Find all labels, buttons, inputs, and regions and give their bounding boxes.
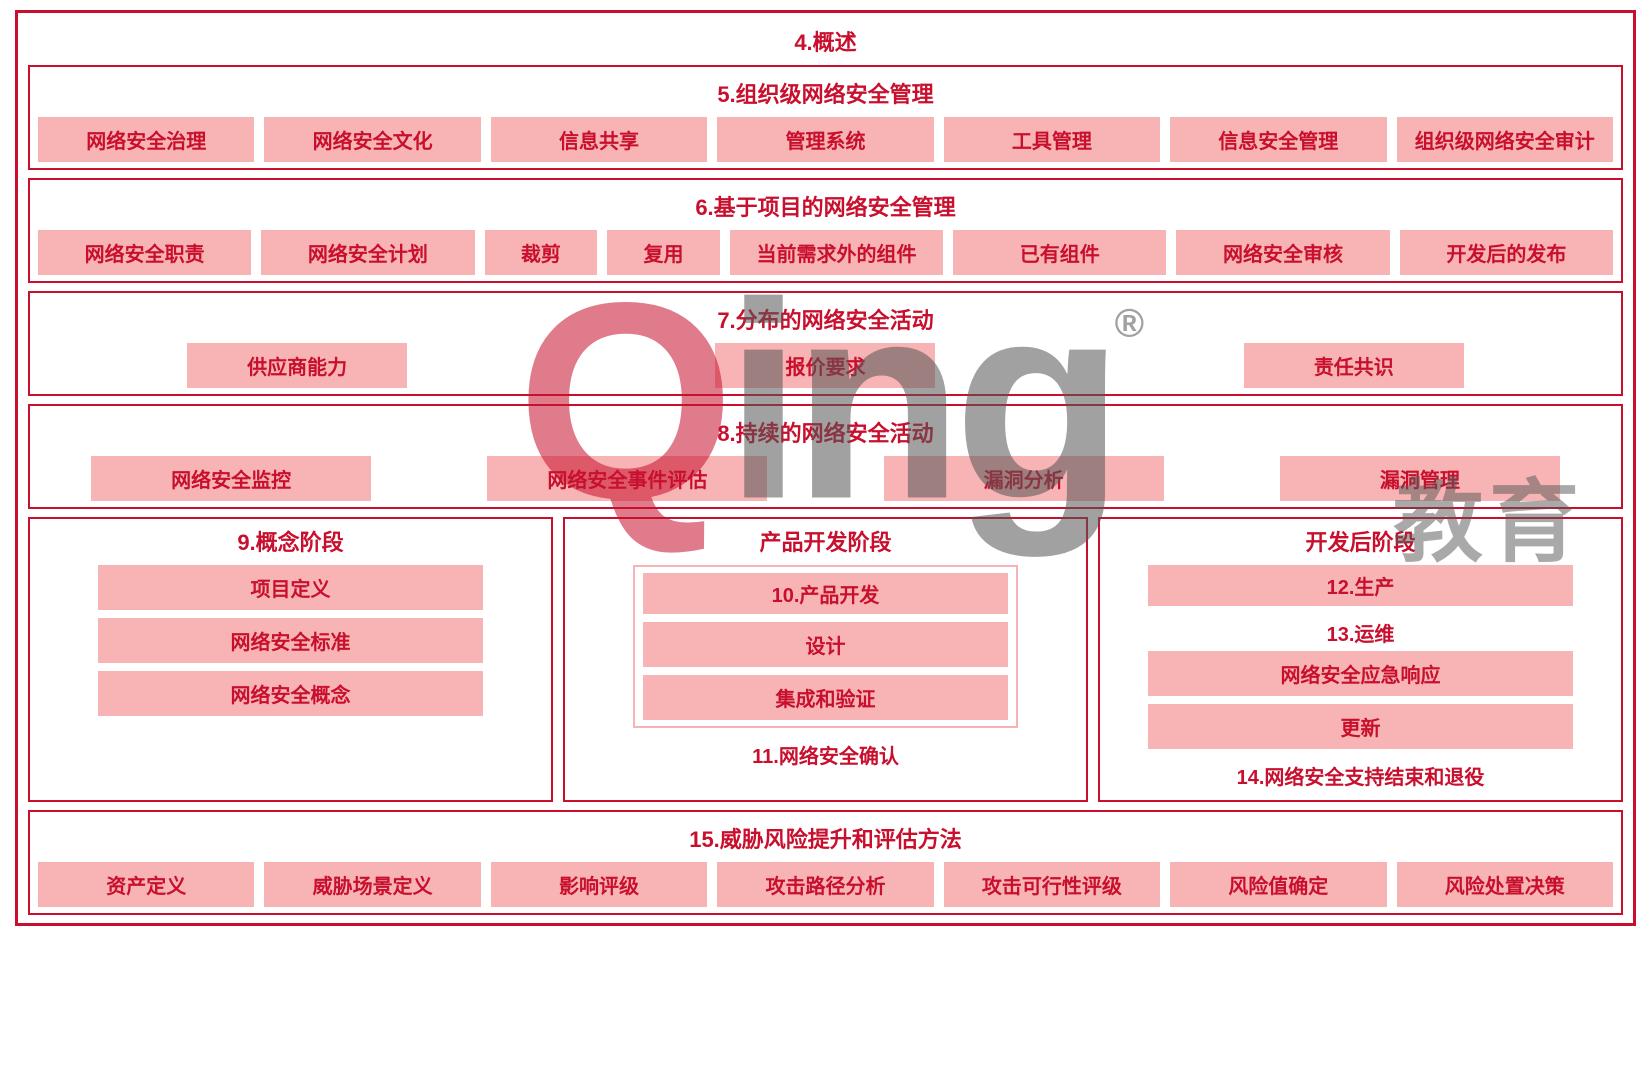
- box: 资产定义: [38, 862, 254, 907]
- title-10: 10.产品开发: [643, 573, 1008, 614]
- box: 信息安全管理: [1170, 117, 1386, 162]
- group-13: 13.运维 网络安全应急响应 更新: [1148, 614, 1573, 749]
- row-5: 网络安全治理 网络安全文化 信息共享 管理系统 工具管理 信息安全管理 组织级网…: [38, 117, 1613, 162]
- phase-post: 开发后阶段 12.生产 13.运维 网络安全应急响应 更新 14.网络安全支持结…: [1098, 517, 1623, 802]
- title-post: 开发后阶段: [1108, 525, 1613, 557]
- box: 威胁场景定义: [264, 862, 480, 907]
- section-6: 6.基于项目的网络安全管理 网络安全职责 网络安全计划 裁剪 复用 当前需求外的…: [28, 178, 1623, 283]
- box: 漏洞分析: [884, 456, 1164, 501]
- title-13: 13.运维: [1148, 614, 1573, 651]
- label-12: 12.生产: [1148, 565, 1573, 606]
- box: 裁剪: [485, 230, 598, 275]
- diagram-root: 4.概述 5.组织级网络安全管理 网络安全治理 网络安全文化 信息共享 管理系统…: [15, 10, 1636, 926]
- box: 当前需求外的组件: [730, 230, 943, 275]
- box: 网络安全应急响应: [1148, 651, 1573, 696]
- box: 更新: [1148, 704, 1573, 749]
- section-8: 8.持续的网络安全活动 网络安全监控 网络安全事件评估 漏洞分析 漏洞管理: [28, 404, 1623, 509]
- box: 攻击可行性评级: [944, 862, 1160, 907]
- title-4: 4.概述: [28, 25, 1623, 57]
- title-9: 9.概念阶段: [38, 525, 543, 557]
- phase-concept: 9.概念阶段 项目定义 网络安全标准 网络安全概念: [28, 517, 553, 802]
- box: 设计: [643, 622, 1008, 667]
- box: 攻击路径分析: [717, 862, 933, 907]
- phase-development: 产品开发阶段 10.产品开发 设计 集成和验证 11.网络安全确认: [563, 517, 1088, 802]
- box: 工具管理: [944, 117, 1160, 162]
- row-8: 网络安全监控 网络安全事件评估 漏洞分析 漏洞管理: [38, 456, 1613, 501]
- box: 供应商能力: [187, 343, 407, 388]
- row-7: 供应商能力 报价要求 责任共识: [38, 343, 1613, 388]
- box: 管理系统: [717, 117, 933, 162]
- box: 网络安全监控: [91, 456, 371, 501]
- title-dev: 产品开发阶段: [573, 525, 1078, 557]
- box: 项目定义: [98, 565, 483, 610]
- title-7: 7.分布的网络安全活动: [38, 303, 1613, 335]
- box: 集成和验证: [643, 675, 1008, 720]
- box: 网络安全计划: [261, 230, 474, 275]
- box: 网络安全标准: [98, 618, 483, 663]
- row-6: 网络安全职责 网络安全计划 裁剪 复用 当前需求外的组件 已有组件 网络安全审核…: [38, 230, 1613, 275]
- label-14: 14.网络安全支持结束和退役: [1108, 757, 1613, 794]
- section-7: 7.分布的网络安全活动 供应商能力 报价要求 责任共识: [28, 291, 1623, 396]
- label-11: 11.网络安全确认: [573, 736, 1078, 773]
- box: 漏洞管理: [1280, 456, 1560, 501]
- box: 信息共享: [491, 117, 707, 162]
- box: 影响评级: [491, 862, 707, 907]
- box: 风险处置决策: [1397, 862, 1613, 907]
- phases-row: 9.概念阶段 项目定义 网络安全标准 网络安全概念 产品开发阶段 10.产品开发…: [28, 517, 1623, 802]
- box: 已有组件: [953, 230, 1166, 275]
- box: 组织级网络安全审计: [1397, 117, 1613, 162]
- box: 网络安全职责: [38, 230, 251, 275]
- box: 报价要求: [715, 343, 935, 388]
- box: 风险值确定: [1170, 862, 1386, 907]
- box: 责任共识: [1244, 343, 1464, 388]
- title-6: 6.基于项目的网络安全管理: [38, 190, 1613, 222]
- title-15: 15.威胁风险提升和评估方法: [38, 822, 1613, 854]
- row-15: 资产定义 威胁场景定义 影响评级 攻击路径分析 攻击可行性评级 风险值确定 风险…: [38, 862, 1613, 907]
- box: 网络安全文化: [264, 117, 480, 162]
- section-5: 5.组织级网络安全管理 网络安全治理 网络安全文化 信息共享 管理系统 工具管理…: [28, 65, 1623, 170]
- box: 网络安全事件评估: [487, 456, 767, 501]
- section-15: 15.威胁风险提升和评估方法 资产定义 威胁场景定义 影响评级 攻击路径分析 攻…: [28, 810, 1623, 915]
- title-5: 5.组织级网络安全管理: [38, 77, 1613, 109]
- box: 网络安全治理: [38, 117, 254, 162]
- title-8: 8.持续的网络安全活动: [38, 416, 1613, 448]
- box: 复用: [607, 230, 720, 275]
- group-10: 10.产品开发 设计 集成和验证: [633, 565, 1018, 728]
- box: 开发后的发布: [1400, 230, 1613, 275]
- box: 网络安全概念: [98, 671, 483, 716]
- box: 网络安全审核: [1176, 230, 1389, 275]
